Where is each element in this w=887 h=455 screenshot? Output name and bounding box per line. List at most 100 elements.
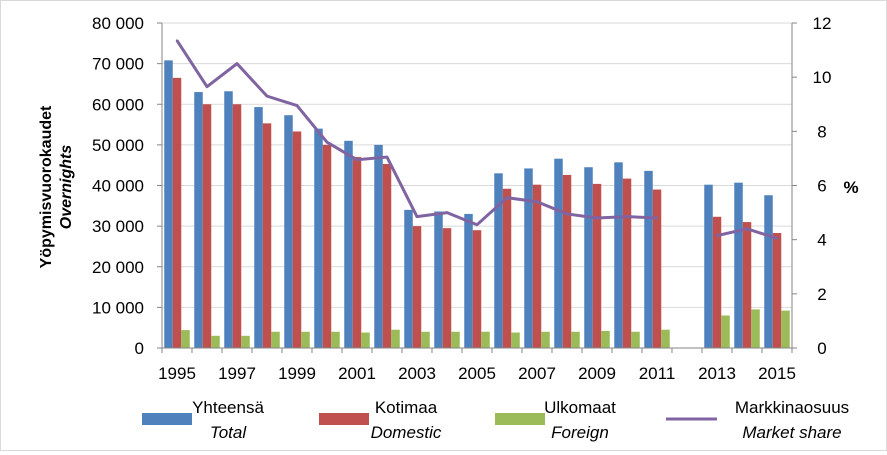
y-axis-title: Yöpymisvuorokaudet [38,105,55,268]
bar-yhteensä-2007 [524,168,533,348]
bar-ulkomaat-1996 [211,335,220,348]
market-share-point-2004 [445,211,449,214]
left-tick-label: 0 [135,339,144,358]
bar-yhteensä-1998 [254,107,263,348]
x-axis-ticks: 1995 1997 1999 2001 2003 2005 2007 2009 2011 2013… [158,364,796,383]
bars [164,60,790,348]
market-share-point-2008 [565,212,569,216]
bar-yhteensä-2002 [374,144,383,348]
bar-ulkomaat-1999 [301,331,310,348]
bar-yhteensä-2003 [404,209,413,348]
market-share-point-1999 [295,104,299,107]
y2-axis-title: % [843,178,858,197]
bar-kotimaa-2000 [322,144,332,348]
x-tick-label: 1997 [218,364,256,383]
bar-ulkomaat-2009 [601,330,610,348]
bar-kotimaa-2003 [412,226,422,348]
bar-yhteensä-1995 [164,60,173,348]
market-share-point-2001 [355,158,359,161]
market-share-point-2003 [415,215,419,218]
right-tick-label: 10 [813,68,832,87]
right-axis-ticks: 0 2 4 6 8 10 12 [813,14,832,358]
legend-label-market-share-italic: Market share [742,423,841,442]
right-tick-label: 4 [817,231,826,250]
market-share-point-2014 [745,227,749,231]
left-tick-label: 10 000 [92,298,144,317]
left-tick-label: 80 000 [92,14,144,33]
bar-kotimaa-1996 [202,104,212,348]
market-share-point-2000 [325,140,329,144]
bar-kotimaa-2009 [592,183,602,348]
bar-yhteensä-2011 [644,170,653,348]
bar-kotimaa-1998 [262,123,272,348]
bar-yhteensä-2000 [314,128,323,348]
bar-yhteensä-2001 [344,140,353,348]
bar-yhteensä-1996 [194,92,203,348]
left-tick-label: 70 000 [92,55,144,74]
market-share-point-1996 [205,85,209,88]
bar-ulkomaat-2007 [541,331,550,348]
bar-ulkomaat-2013 [721,315,730,348]
legend-label-market-share: Markkinaosuus [735,398,849,417]
legend-item-total: Yhteensä Total [142,398,264,442]
market-share-point-1997 [235,62,239,65]
legend-label-domestic-italic: Domestic [371,423,442,442]
legend: Yhteensä Total Kotimaa Domestic Ulkomaat… [142,398,849,442]
x-tick-label: 1995 [158,364,196,383]
legend-label-foreign-italic: Foreign [551,423,609,442]
bar-yhteensä-1997 [224,91,233,348]
bar-kotimaa-2015 [772,233,782,348]
left-axis-ticks: 0 10 000 20 000 30 000 40 000 50 000 60 000 70 … [92,14,144,358]
legend-swatch-total [142,413,192,425]
bar-kotimaa-2011 [652,189,662,348]
bar-ulkomaat-2003 [421,331,430,348]
legend-label-total-italic: Total [210,423,247,442]
bar-ulkomaat-2008 [571,331,580,348]
bar-ulkomaat-2006 [511,332,520,348]
bar-yhteensä-2015 [764,195,773,348]
bar-ulkomaat-2000 [331,331,340,348]
bar-kotimaa-2001 [352,157,362,348]
x-tick-label: 2009 [578,364,616,383]
bar-yhteensä-1999 [284,115,293,348]
market-share-point-2006 [505,196,509,199]
bar-yhteensä-2014 [734,182,743,348]
left-tick-label: 30 000 [92,217,144,236]
bar-kotimaa-2014 [742,222,752,348]
bar-ulkomaat-1998 [271,331,280,348]
right-tick-label: 6 [817,177,826,196]
bar-ulkomaat-1995 [181,330,190,348]
bar-ulkomaat-2004 [451,331,460,348]
right-tick-label: 8 [817,122,826,141]
right-tick-label: 2 [817,285,826,304]
bar-kotimaa-1995 [172,77,182,348]
left-tick-label: 60 000 [92,95,144,114]
bar-yhteensä-2008 [554,158,563,348]
legend-swatch-foreign [495,413,545,425]
bar-yhteensä-2009 [584,167,593,348]
x-tick-label: 2007 [518,364,556,383]
bar-ulkomaat-2014 [751,309,760,348]
legend-item-domestic: Kotimaa Domestic [319,398,442,442]
market-share-point-2002 [385,155,389,159]
market-share-point-2015 [775,237,779,240]
bar-yhteensä-2006 [494,173,503,348]
bar-ulkomaat-2002 [391,329,400,348]
legend-label-domestic: Kotimaa [375,398,438,417]
market-share-point-2007 [535,200,539,203]
y-axis-title-italic: Overnights [58,145,75,230]
x-tick-label: 1999 [278,364,316,383]
bar-ulkomaat-1997 [241,335,250,348]
legend-item-market-share: Markkinaosuus Market share [666,398,849,442]
bar-yhteensä-2004 [434,211,443,348]
bar-ulkomaat-2001 [361,332,370,348]
x-tick-label: 2015 [758,364,796,383]
bar-kotimaa-2004 [442,228,452,348]
bar-ulkomaat-2005 [481,331,490,348]
legend-label-foreign: Ulkomaat [544,398,616,417]
legend-item-foreign: Ulkomaat Foreign [495,398,616,442]
bar-kotimaa-2007 [532,184,542,348]
legend-swatch-domestic [319,413,369,425]
bar-ulkomaat-2015 [781,310,790,348]
market-share-point-1998 [265,94,269,98]
